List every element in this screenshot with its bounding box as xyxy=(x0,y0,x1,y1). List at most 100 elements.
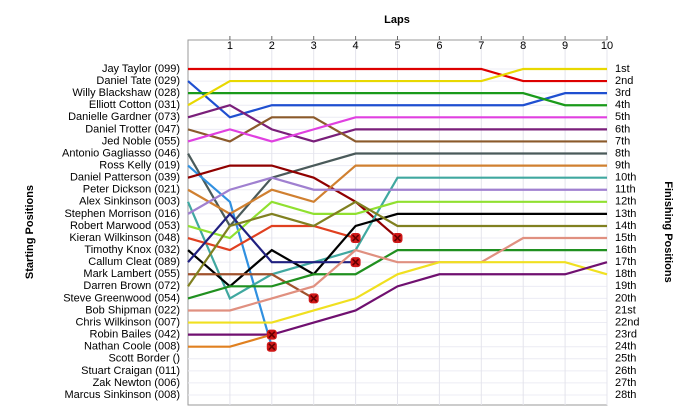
x-tick-label: 2 xyxy=(269,40,275,52)
finish-label: 8th xyxy=(615,147,630,159)
finish-label: 17th xyxy=(615,256,636,268)
start-label: Jay Taylor (099) xyxy=(102,63,180,75)
start-label: Daniel Tate (029) xyxy=(96,75,180,87)
retirement-mark xyxy=(350,257,361,268)
finish-label: 10th xyxy=(615,172,636,184)
retirement-cross xyxy=(268,343,276,351)
finish-label: 21st xyxy=(615,304,636,316)
x-tick-label: 6 xyxy=(436,40,442,52)
start-label: Peter Dickson (021) xyxy=(83,184,180,196)
retirement-cross xyxy=(310,294,318,302)
position-line xyxy=(187,164,273,348)
x-tick-label: 1 xyxy=(227,40,233,52)
position-line xyxy=(187,212,607,288)
retirement-cross xyxy=(352,258,360,266)
position-line xyxy=(187,116,607,143)
position-line xyxy=(187,200,607,240)
start-label: Ross Kelly (019) xyxy=(99,159,180,171)
start-label: Mark Lambert (055) xyxy=(83,268,180,280)
start-label: Scott Border () xyxy=(108,353,180,365)
position-line xyxy=(188,273,315,300)
finish-label: 25th xyxy=(615,353,636,365)
retirement-mark xyxy=(266,329,277,340)
finish-label: 18th xyxy=(615,268,636,280)
x-tick-label: 5 xyxy=(394,40,400,52)
start-label: Willy Blackshaw (028) xyxy=(72,87,180,99)
retirement-mark xyxy=(392,233,403,244)
start-label: Stephen Morrison (016) xyxy=(64,208,180,220)
retirement-mark xyxy=(266,341,277,352)
start-label: Robin Bailes (042) xyxy=(90,329,181,341)
start-label: Chris Wilkinson (007) xyxy=(75,316,180,328)
chart-title: Laps xyxy=(384,14,410,26)
position-line xyxy=(186,176,607,300)
x-tick-label: 9 xyxy=(562,40,568,52)
x-tick-label: 3 xyxy=(311,40,317,52)
finish-label: 1st xyxy=(615,63,630,75)
retirement-cross xyxy=(268,331,276,339)
start-label: Daniel Patterson (039) xyxy=(70,172,180,184)
position-line xyxy=(187,176,607,215)
x-tick-label: 7 xyxy=(478,40,484,52)
position-line xyxy=(187,164,607,216)
start-label: Steve Greenwood (054) xyxy=(63,292,180,304)
finish-label: 13th xyxy=(615,208,636,220)
position-line xyxy=(187,104,607,143)
x-tick-label: 4 xyxy=(353,40,359,52)
finish-label: 28th xyxy=(615,389,636,401)
finish-label: 6th xyxy=(615,123,630,135)
finish-label: 7th xyxy=(615,135,630,147)
finish-label: 23rd xyxy=(615,329,637,341)
x-tick-label: 10 xyxy=(601,40,613,52)
start-label: Antonio Gagliasso (046) xyxy=(62,147,180,159)
retirement-cross xyxy=(352,234,360,242)
position-line xyxy=(187,116,607,143)
finish-label: 20th xyxy=(615,292,636,304)
start-label: Kieran Wilkinson (048) xyxy=(69,232,180,244)
y-axis-title-right: Finishing Positions xyxy=(662,181,674,282)
finish-label: 3rd xyxy=(615,87,631,99)
start-label: Alex Sinkinson (003) xyxy=(79,196,180,208)
finish-label: 5th xyxy=(615,111,630,123)
start-label: Marcus Sinkinson (008) xyxy=(64,389,180,401)
start-label: Nathan Coole (008) xyxy=(84,341,180,353)
position-line xyxy=(187,200,607,287)
start-label: Danielle Gardner (073) xyxy=(68,111,180,123)
finish-label: 2nd xyxy=(615,75,633,87)
y-axis-title-left: Starting Positions xyxy=(24,185,36,279)
start-label: Daniel Trotter (047) xyxy=(85,123,180,135)
start-label: Callum Cleat (089) xyxy=(88,256,180,268)
position-line xyxy=(187,67,607,107)
start-label: Zak Newton (006) xyxy=(93,377,180,389)
x-tick-label: 8 xyxy=(520,40,526,52)
position-line xyxy=(187,80,607,119)
position-line xyxy=(188,261,608,324)
position-line xyxy=(187,249,607,300)
finish-label: 22nd xyxy=(615,316,639,328)
finish-label: 12th xyxy=(615,196,636,208)
retirement-mark xyxy=(308,293,319,304)
start-label: Jed Noble (055) xyxy=(102,135,180,147)
finish-label: 26th xyxy=(615,365,636,377)
start-label: Darren Brown (072) xyxy=(83,280,180,292)
finish-label: 14th xyxy=(615,220,636,232)
finish-label: 16th xyxy=(615,244,636,256)
finish-label: 27th xyxy=(615,377,636,389)
position-line xyxy=(188,92,607,107)
position-line xyxy=(188,236,607,312)
finish-label: 15th xyxy=(615,232,636,244)
finish-label: 19th xyxy=(615,280,636,292)
finish-label: 4th xyxy=(615,99,630,111)
finish-label: 11th xyxy=(615,184,636,196)
position-line xyxy=(187,164,399,239)
start-label: Bob Shipman (022) xyxy=(85,304,180,316)
retirement-mark xyxy=(350,233,361,244)
start-label: Elliott Cotton (031) xyxy=(89,99,180,111)
finish-label: 24th xyxy=(615,341,636,353)
start-label: Timothy Knox (032) xyxy=(84,244,180,256)
start-label: Robert Marwood (053) xyxy=(70,220,180,232)
retirement-cross xyxy=(393,234,402,242)
position-line xyxy=(188,67,607,83)
finish-label: 9th xyxy=(615,159,630,171)
